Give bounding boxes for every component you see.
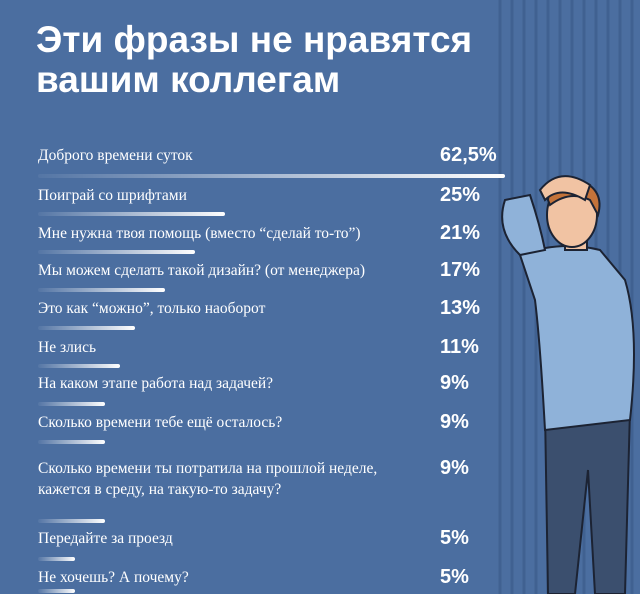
value-label: 9%	[440, 411, 469, 433]
bar	[38, 440, 106, 444]
category-label: Сколько времени ты потратила на прошлой …	[38, 460, 378, 498]
category-label: Не злись	[38, 339, 97, 356]
category-label: Это как “можно”, только наоборот	[38, 300, 266, 317]
value-label: 17%	[440, 259, 481, 281]
category-label: Мне нужна твоя помощь (вместо “сделай то…	[38, 225, 361, 242]
bar	[38, 212, 225, 216]
category-label: На каком этапе работа над задачей?	[38, 375, 274, 392]
value-label: 5%	[440, 527, 469, 549]
bar	[38, 250, 195, 254]
bar	[38, 364, 121, 368]
value-label: 25%	[440, 184, 481, 206]
value-label: 13%	[440, 297, 481, 319]
bar	[38, 589, 76, 593]
bar	[38, 174, 505, 178]
chart-title: Эти фразы не нравятся вашим коллегам	[36, 19, 473, 100]
value-label: 5%	[440, 566, 469, 588]
bar	[38, 519, 106, 523]
value-label: 9%	[440, 457, 469, 479]
bar	[38, 326, 136, 330]
category-label: Сколько времени тебе ещё осталось?	[38, 414, 283, 431]
bar	[38, 557, 76, 561]
category-label: Доброго времени суток	[38, 147, 193, 164]
bar	[38, 402, 106, 406]
value-label: 62,5%	[440, 144, 497, 166]
value-label: 11%	[440, 336, 479, 358]
category-label: Мы можем сделать такой дизайн? (от менед…	[38, 262, 365, 279]
category-label: Передайте за проезд	[38, 530, 173, 547]
value-label: 21%	[440, 222, 481, 244]
value-label: 9%	[440, 372, 469, 394]
bar	[38, 288, 166, 292]
category-label: Поиграй со шрифтами	[38, 187, 187, 204]
category-label: Не хочешь? А почему?	[38, 569, 189, 586]
